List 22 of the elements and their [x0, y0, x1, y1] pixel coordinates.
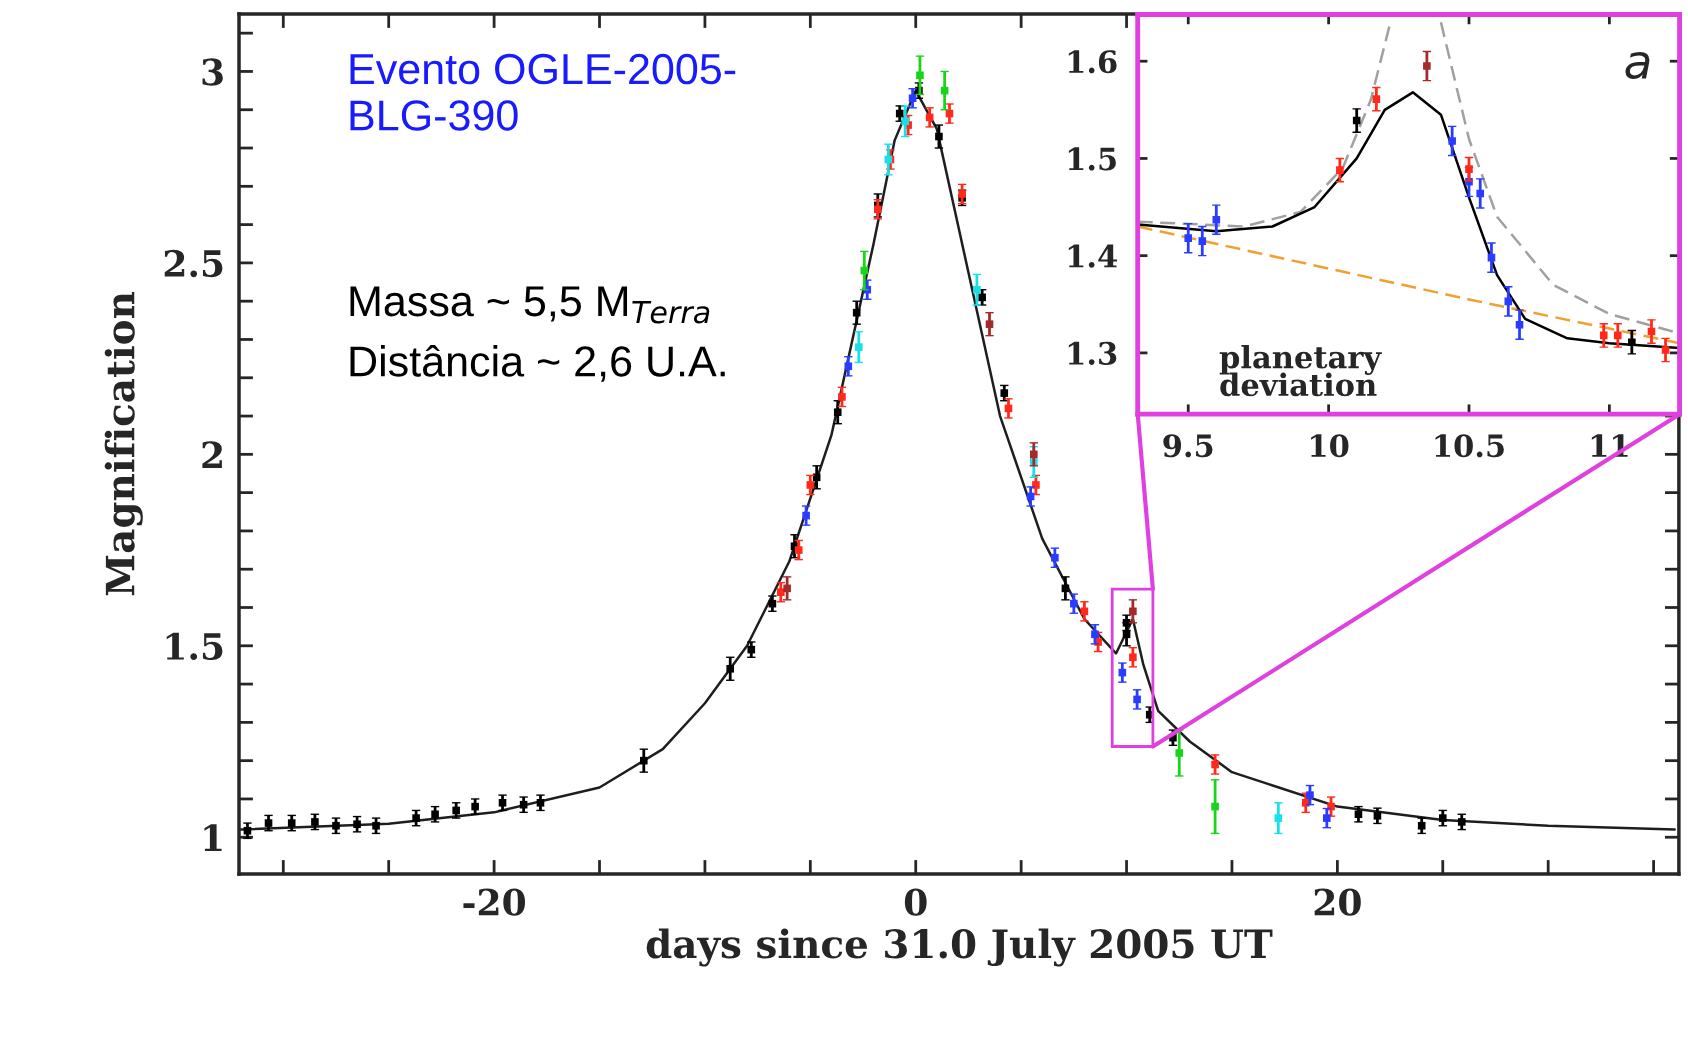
y-tick-label: 1.6 [1068, 50, 1117, 74]
x-tick-label: 10 [1311, 434, 1349, 458]
y-tick-label: 2 [202, 441, 222, 469]
annotation: Distância ~ 2,6 U.A. [350, 344, 725, 382]
x-axis-title: days since 31.0 July 2005 UT [646, 928, 1273, 967]
y-axis-title: Magnification [104, 291, 143, 596]
x-tick-label: 0 [904, 888, 927, 916]
x-tick-label: 9.5 [1163, 434, 1213, 458]
y-tick-label: 1.4 [1068, 244, 1118, 268]
annotation: Massa ~ 5,5 M$_{Terra}$ [350, 286, 710, 324]
y-tick-label: 1.3 [1068, 341, 1117, 365]
y-tick-label: 1.5 [1068, 147, 1116, 171]
y-tick-label: 1.5 [166, 632, 223, 661]
x-tick-label: -20 [463, 888, 526, 916]
annotation: a [1625, 51, 1650, 80]
y-tick-label: 2.5 [164, 249, 223, 278]
y-tick-label: 3 [202, 58, 223, 86]
x-tick-label: 20 [1314, 888, 1361, 916]
x-tick-label: 10.5 [1435, 434, 1504, 458]
y-tick-label: 1 [204, 824, 222, 851]
annotation: planetary deviation [1219, 344, 1382, 397]
annotation: Evento OGLE-2005- BLG-390 [350, 53, 736, 131]
